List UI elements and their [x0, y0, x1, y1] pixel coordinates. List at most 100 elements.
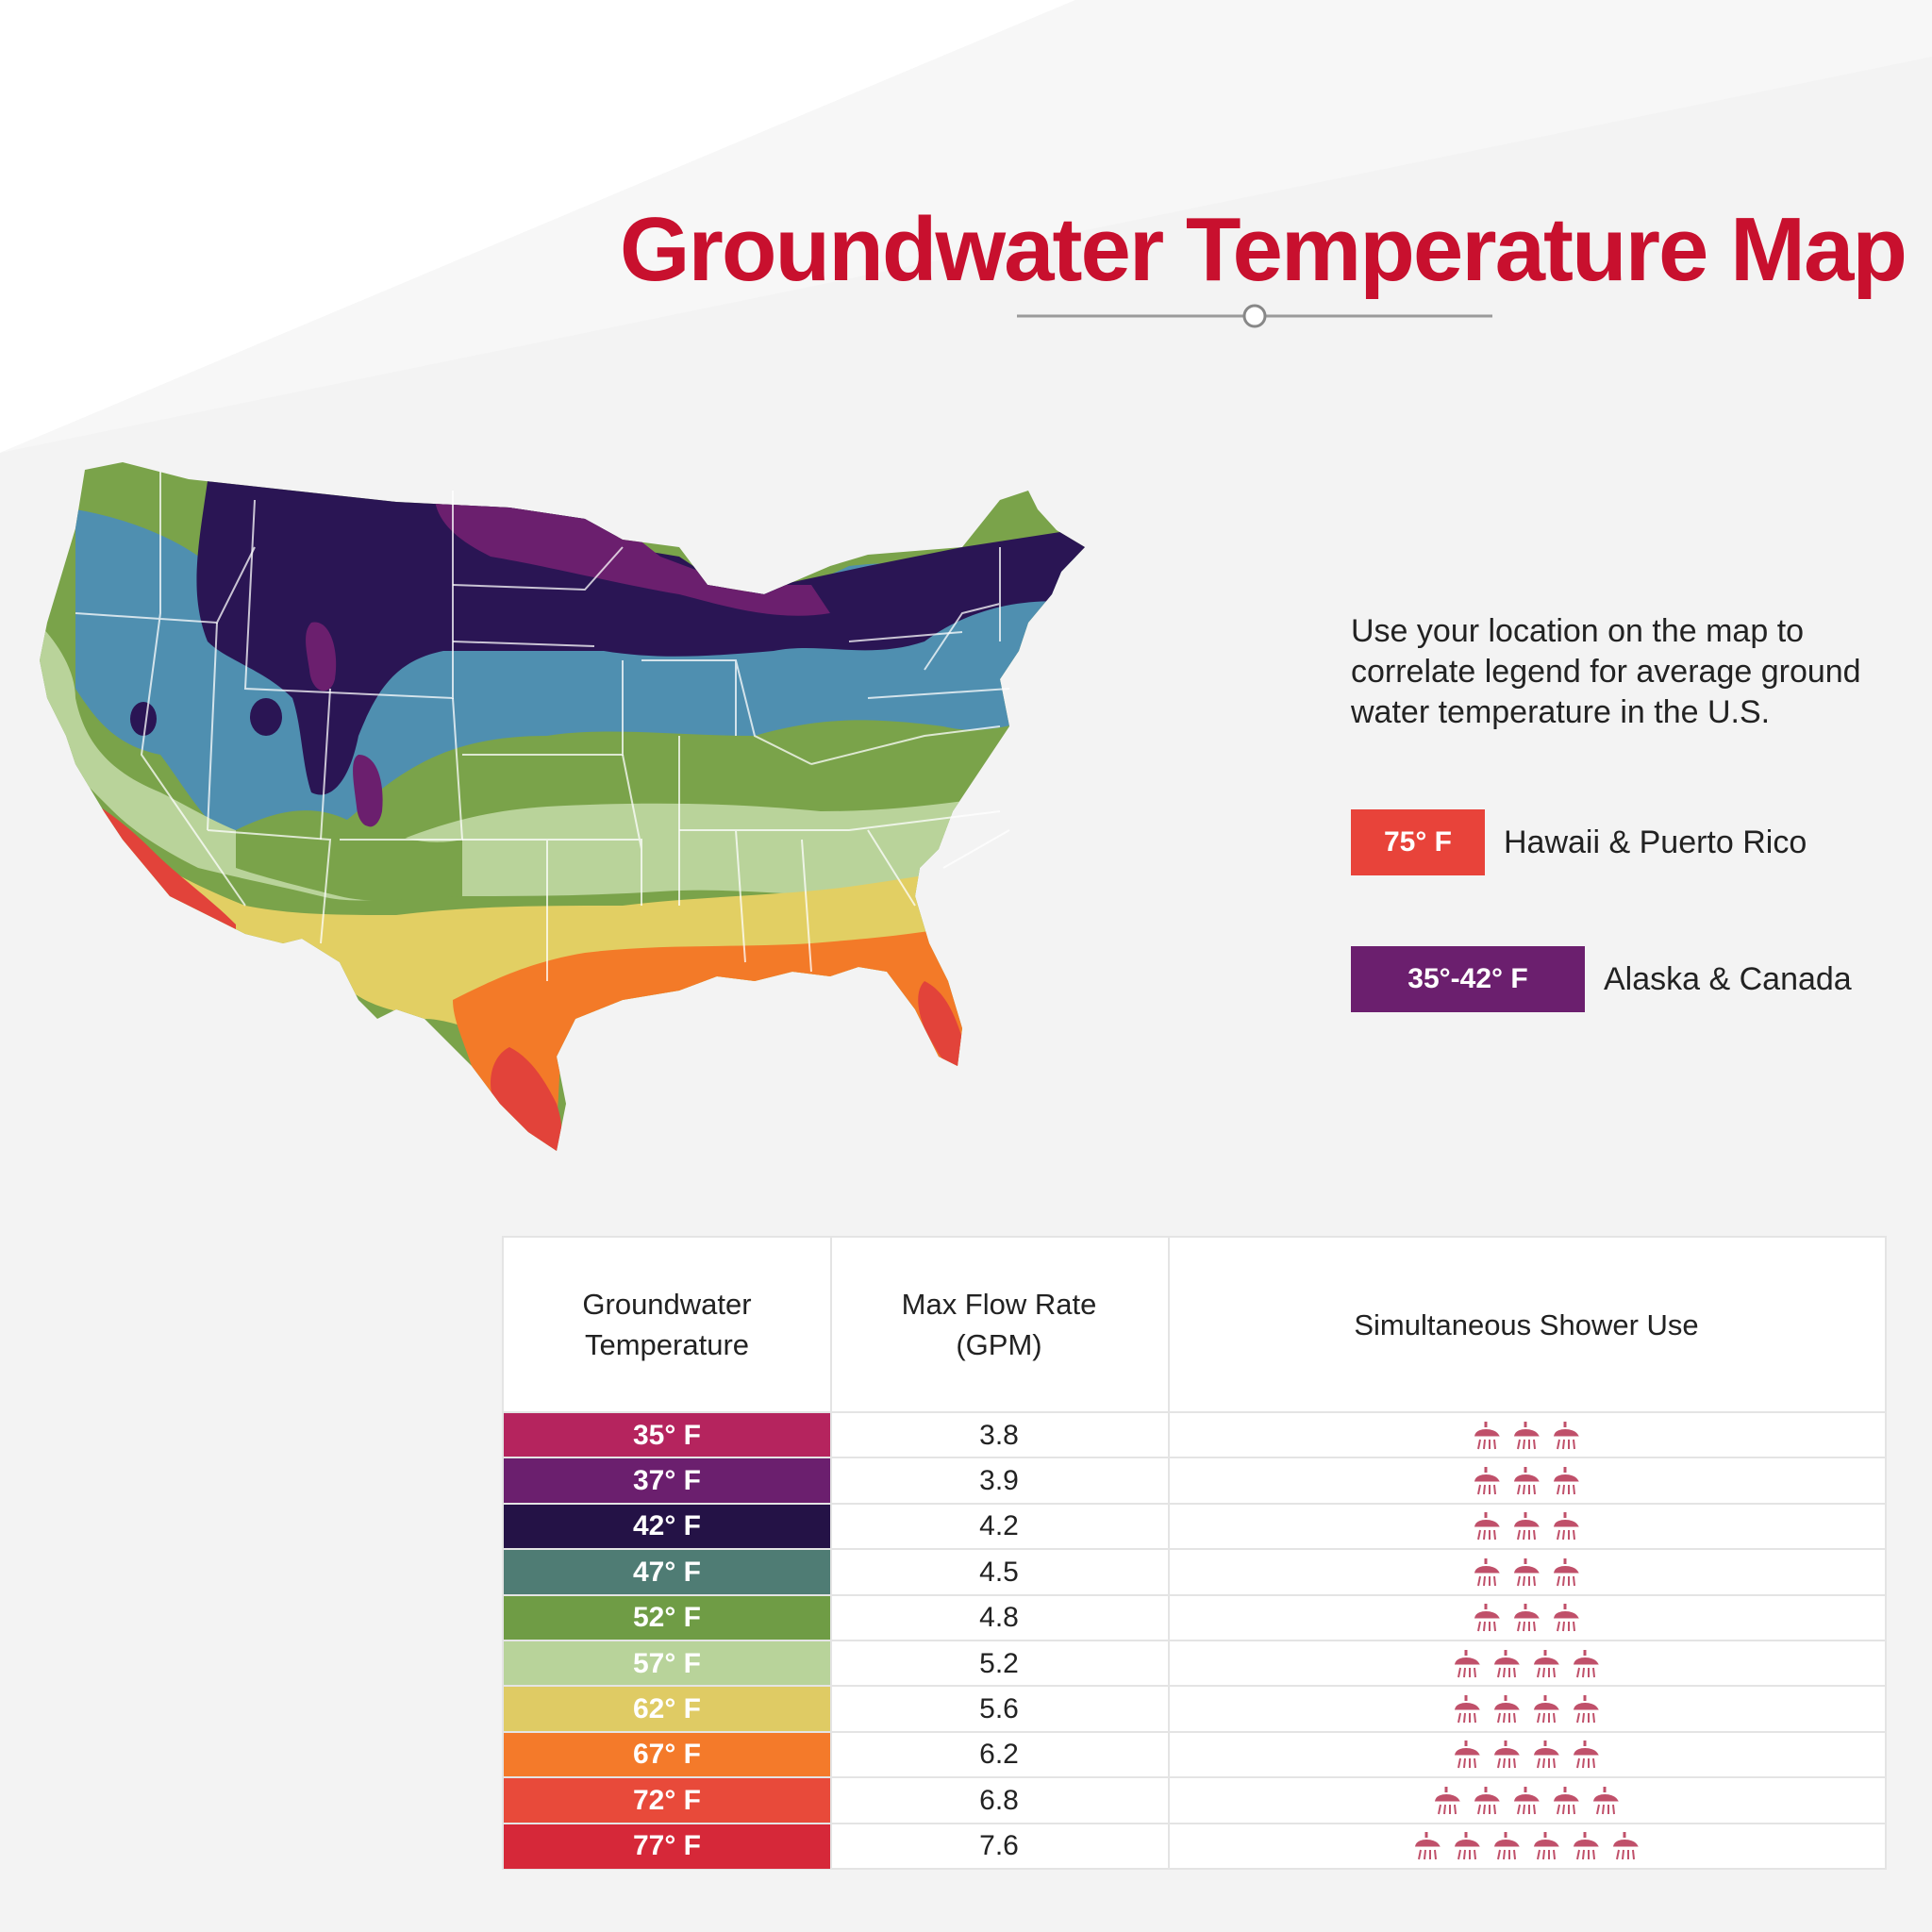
- temperature-cell: 72° F: [504, 1778, 830, 1824]
- shower-icon: [1433, 1785, 1461, 1817]
- state-boundaries: [75, 472, 1010, 981]
- shower-icon: [1453, 1648, 1481, 1680]
- shower-icon: [1473, 1420, 1501, 1452]
- legend-swatch-alaska: 35°-42° F: [1351, 946, 1585, 1012]
- temperature-cell: 37° F: [504, 1458, 830, 1504]
- zone-72-texas: [491, 1047, 562, 1151]
- shower-icon: [1512, 1602, 1541, 1634]
- shower-icon: [1492, 1739, 1521, 1771]
- shower-use-cell: [1168, 1550, 1885, 1594]
- shower-icon: [1512, 1465, 1541, 1497]
- us-groundwater-map: [40, 462, 1085, 1151]
- zone-35-spot-2: [353, 755, 383, 827]
- legend-item-hawaii: 75° F Hawaii & Puerto Rico: [1351, 809, 1807, 875]
- shower-icon: [1532, 1648, 1560, 1680]
- shower-icon: [1572, 1648, 1600, 1680]
- zone-52-inner: [236, 810, 462, 901]
- temperature-cell: 35° F: [504, 1413, 830, 1457]
- table-row: 42° F 4.2: [504, 1502, 1885, 1549]
- shower-icon: [1473, 1510, 1501, 1542]
- shower-icon: [1512, 1420, 1541, 1452]
- shower-icon: [1492, 1648, 1521, 1680]
- temperature-cell: 77° F: [504, 1824, 830, 1869]
- shower-use-cell: [1168, 1824, 1885, 1869]
- shower-icon: [1532, 1739, 1560, 1771]
- table-row: 57° F 5.2: [504, 1640, 1885, 1686]
- temperature-cell: 42° F: [504, 1504, 830, 1549]
- shower-use-cell: [1168, 1413, 1885, 1457]
- shower-icon: [1552, 1510, 1580, 1542]
- shower-icon: [1611, 1830, 1640, 1862]
- table-row: 67° F 6.2: [504, 1730, 1885, 1777]
- map-description: Use your location on the map to correlat…: [1351, 613, 1861, 730]
- column-divider: [830, 1238, 832, 1868]
- shower-icon: [1552, 1602, 1580, 1634]
- shower-use-cell: [1168, 1641, 1885, 1686]
- table-row: 72° F 6.8: [504, 1776, 1885, 1824]
- shower-icon: [1552, 1785, 1580, 1817]
- flow-rate-cell: 3.8: [979, 1419, 1019, 1451]
- shower-icon: [1572, 1739, 1600, 1771]
- shower-icon: [1552, 1420, 1580, 1452]
- zone-42-spot-1: [130, 702, 157, 736]
- shower-icon: [1572, 1830, 1600, 1862]
- shower-icon: [1492, 1830, 1521, 1862]
- shower-icon: [1473, 1557, 1501, 1589]
- shower-icon: [1512, 1785, 1541, 1817]
- header-max-flow-rate: Max Flow Rate (GPM): [830, 1238, 1168, 1411]
- temperature-cell: 62° F: [504, 1687, 830, 1732]
- flow-rate-cell: 3.9: [979, 1464, 1019, 1496]
- header-text: Groundwater Temperature: [582, 1288, 752, 1361]
- flow-rate-cell: 4.2: [979, 1510, 1019, 1542]
- legend-item-alaska: 35°-42° F Alaska & Canada: [1351, 946, 1852, 1012]
- header-groundwater-temperature: Groundwater Temperature: [504, 1238, 830, 1411]
- flow-rate-cell: 4.5: [979, 1556, 1019, 1588]
- shower-icon: [1512, 1510, 1541, 1542]
- page-title: Groundwater Temperature Map: [619, 199, 1907, 300]
- table-row: 77° F 7.6: [504, 1822, 1885, 1869]
- flow-rate-cell: 4.8: [979, 1602, 1019, 1634]
- shower-icon: [1552, 1465, 1580, 1497]
- zone-42-spot-2: [250, 698, 282, 736]
- flow-rate-cell: 6.2: [979, 1739, 1019, 1771]
- table-row: 47° F 4.5: [504, 1548, 1885, 1595]
- shower-use-cell: [1168, 1733, 1885, 1777]
- column-divider: [1168, 1238, 1170, 1868]
- shower-icon: [1532, 1693, 1560, 1725]
- shower-use-cell: [1168, 1596, 1885, 1641]
- shower-icon: [1572, 1693, 1600, 1725]
- header-text: Simultaneous Shower Use: [1354, 1307, 1699, 1341]
- shower-icon: [1473, 1785, 1501, 1817]
- shower-icon: [1453, 1739, 1481, 1771]
- temperature-cell: 52° F: [504, 1595, 830, 1641]
- shower-use-cell: [1168, 1458, 1885, 1503]
- temperature-cell: 67° F: [504, 1732, 830, 1777]
- temperature-cell: 57° F: [504, 1641, 830, 1686]
- title-divider: [1017, 304, 1492, 328]
- shower-use-cell: [1168, 1505, 1885, 1549]
- shower-use-cell: [1168, 1778, 1885, 1823]
- flow-rate-cell: 5.2: [979, 1647, 1019, 1679]
- table-row: 37° F 3.9: [504, 1457, 1885, 1504]
- table-row: 52° F 4.8: [504, 1593, 1885, 1641]
- flow-rate-cell: 6.8: [979, 1784, 1019, 1816]
- zone-72-florida: [918, 981, 967, 1085]
- temperature-cell: 47° F: [504, 1550, 830, 1595]
- zone-42: [196, 481, 1085, 795]
- table-row: 62° F 5.6: [504, 1685, 1885, 1732]
- table-row: 35° F 3.8: [504, 1411, 1885, 1457]
- shower-icon: [1591, 1785, 1620, 1817]
- shower-icon: [1492, 1693, 1521, 1725]
- shower-icon: [1512, 1557, 1541, 1589]
- flow-rate-cell: 7.6: [979, 1830, 1019, 1862]
- flow-rate-table: Groundwater Temperature Max Flow Rate (G…: [502, 1236, 1887, 1870]
- legend-label-alaska: Alaska & Canada: [1604, 960, 1852, 997]
- shower-icon: [1453, 1830, 1481, 1862]
- table-header: Groundwater Temperature Max Flow Rate (G…: [504, 1238, 1885, 1411]
- shower-icon: [1473, 1602, 1501, 1634]
- shower-icon: [1473, 1465, 1501, 1497]
- legend-swatch-hawaii: 75° F: [1351, 809, 1485, 875]
- flow-rate-cell: 5.6: [979, 1692, 1019, 1724]
- header-text: Max Flow Rate (GPM): [901, 1288, 1097, 1361]
